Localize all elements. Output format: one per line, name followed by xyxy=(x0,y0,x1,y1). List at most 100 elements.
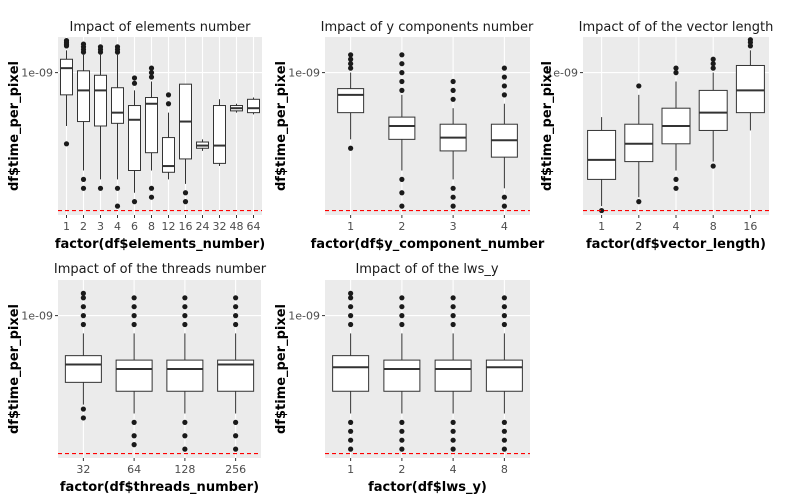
x-tick-label: 12 xyxy=(162,220,176,233)
outlier-point xyxy=(233,446,239,452)
outlier-point xyxy=(80,295,86,301)
outlier-point xyxy=(450,295,456,301)
outlier-point xyxy=(233,304,239,310)
outlier-point xyxy=(673,70,679,76)
outlier-point xyxy=(80,290,86,296)
box-body xyxy=(94,74,107,127)
outlier-point xyxy=(399,61,405,67)
outlier-point xyxy=(501,65,507,71)
x-axis-label: factor(df$elements_number) xyxy=(55,237,265,252)
y-axis-label: df$time_per_pixel xyxy=(274,304,289,434)
y-axis-label: df$time_per_pixel xyxy=(7,304,22,434)
outlier-point xyxy=(148,74,155,80)
box-4 xyxy=(661,65,691,191)
outlier-point xyxy=(399,78,405,85)
outlier-point xyxy=(348,290,354,296)
outlier-point xyxy=(673,176,679,182)
box-body xyxy=(166,359,204,392)
box-body xyxy=(388,116,416,140)
outlier-point xyxy=(501,437,507,443)
outlier-point xyxy=(233,313,239,319)
x-tick-label: 32 xyxy=(76,463,90,476)
outlier-point xyxy=(450,203,456,209)
box-4 xyxy=(490,65,518,209)
outlier-point xyxy=(636,199,642,205)
outlier-point xyxy=(131,304,137,310)
outlier-point xyxy=(131,442,137,448)
x-tick-label: 1 xyxy=(347,463,354,476)
box-body xyxy=(383,359,421,392)
outlier-point xyxy=(450,304,456,310)
outlier-point xyxy=(501,295,507,301)
outlier-point xyxy=(233,295,239,301)
outlier-point xyxy=(501,203,507,209)
y-axis-label: df$time_per_pixel xyxy=(274,61,289,191)
x-tick-label: 4 xyxy=(114,220,121,233)
box-8 xyxy=(145,65,158,200)
box-8 xyxy=(485,295,523,452)
box-body xyxy=(77,70,90,123)
outlier-point xyxy=(131,80,138,86)
outlier-point xyxy=(399,428,405,434)
x-tick-label: 8 xyxy=(501,463,508,476)
box-body xyxy=(337,88,365,114)
outlier-point xyxy=(80,185,87,191)
outlier-point xyxy=(348,446,354,452)
box-2 xyxy=(388,52,416,209)
x-tick-label: 1 xyxy=(63,220,70,233)
outlier-point xyxy=(80,41,87,47)
box-body xyxy=(332,355,370,392)
box-2 xyxy=(77,41,90,191)
box-6 xyxy=(128,75,141,205)
outlier-point xyxy=(131,295,137,301)
box-body xyxy=(698,89,728,131)
outlier-point xyxy=(63,141,70,147)
outlier-point xyxy=(673,65,679,71)
outlier-point xyxy=(182,190,189,196)
outlier-point xyxy=(399,87,405,93)
box-64 xyxy=(115,295,153,448)
box-1 xyxy=(337,52,365,151)
outlier-point xyxy=(450,446,456,452)
outlier-point xyxy=(450,313,456,319)
outlier-point xyxy=(348,52,354,58)
outlier-point xyxy=(131,321,137,328)
box-32 xyxy=(213,99,226,167)
outlier-point xyxy=(747,43,754,49)
outlier-point xyxy=(348,428,354,434)
x-tick-label: 2 xyxy=(398,463,405,476)
outlier-point xyxy=(80,406,86,412)
outlier-point xyxy=(673,185,679,191)
outlier-point xyxy=(233,433,239,439)
outlier-point xyxy=(131,75,138,81)
box-32 xyxy=(64,290,102,421)
outlier-point xyxy=(348,437,354,443)
x-tick-label: 1 xyxy=(598,220,605,233)
y-tick-label: 1e-09 xyxy=(546,67,578,80)
outlier-point xyxy=(501,92,507,98)
outlier-point xyxy=(182,313,188,319)
box-64 xyxy=(247,97,260,115)
x-tick-label: 16 xyxy=(743,220,757,233)
outlier-point xyxy=(114,44,121,50)
panel-5: 1e-09 1 2 4 8 Impact of of the lws_y factor(df… xyxy=(274,262,530,495)
x-tick-label: 256 xyxy=(225,463,246,476)
outlier-point xyxy=(501,419,507,425)
outlier-point xyxy=(182,199,189,205)
box-24 xyxy=(196,139,209,151)
x-tick-label: 6 xyxy=(131,220,138,233)
outlier-point xyxy=(599,207,605,214)
outlier-point xyxy=(399,313,405,319)
outlier-point xyxy=(399,437,405,443)
outlier-point xyxy=(97,185,104,191)
outlier-point xyxy=(348,145,354,151)
outlier-point xyxy=(148,194,155,200)
x-tick-label: 8 xyxy=(710,220,717,233)
outlier-point xyxy=(165,92,172,98)
outlier-point xyxy=(399,52,405,58)
box-16 xyxy=(735,37,765,131)
box-4 xyxy=(434,295,472,452)
outlier-point xyxy=(450,321,456,328)
